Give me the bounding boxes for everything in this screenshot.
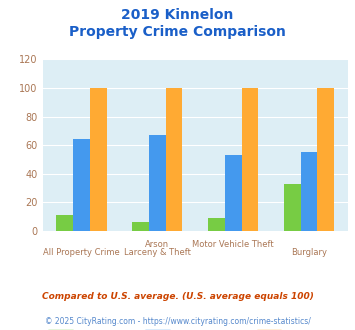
Text: Property Crime Comparison: Property Crime Comparison [69, 25, 286, 39]
Bar [284, 184, 301, 231]
Bar [225, 155, 241, 231]
Text: 2019 Kinnelon: 2019 Kinnelon [121, 8, 234, 22]
Text: Arson: Arson [145, 240, 169, 248]
Bar [132, 222, 149, 231]
Bar [208, 218, 225, 231]
Text: Larceny & Theft: Larceny & Theft [124, 248, 191, 257]
Legend: Kinnelon, New Jersey, National: Kinnelon, New Jersey, National [44, 326, 347, 330]
Bar [301, 152, 317, 231]
Text: © 2025 CityRating.com - https://www.cityrating.com/crime-statistics/: © 2025 CityRating.com - https://www.city… [45, 317, 310, 326]
Bar [90, 88, 106, 231]
Text: Compared to U.S. average. (U.S. average equals 100): Compared to U.S. average. (U.S. average … [42, 292, 313, 301]
Text: Burglary: Burglary [291, 248, 327, 257]
Bar [317, 88, 334, 231]
Text: Motor Vehicle Theft: Motor Vehicle Theft [192, 240, 274, 248]
Bar [56, 215, 73, 231]
Text: All Property Crime: All Property Crime [43, 248, 120, 257]
Bar [166, 88, 182, 231]
Bar [73, 140, 90, 231]
Bar [241, 88, 258, 231]
Bar [149, 135, 166, 231]
